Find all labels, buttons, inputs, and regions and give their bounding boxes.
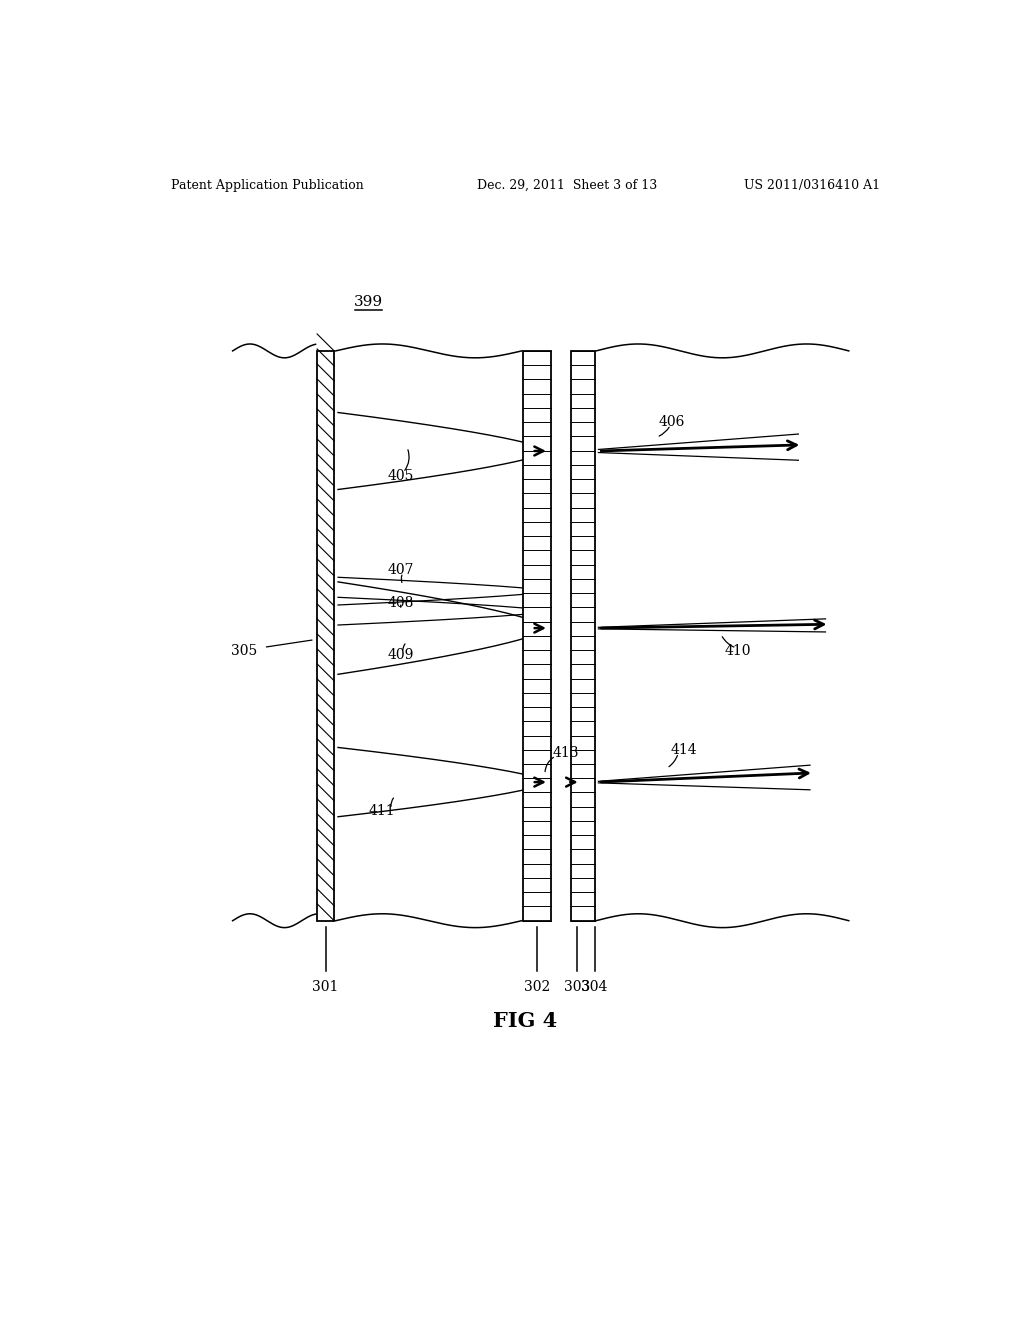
Bar — [523, 351, 551, 921]
Text: 301: 301 — [312, 979, 339, 994]
Bar — [317, 351, 334, 921]
Text: FIG 4: FIG 4 — [493, 1011, 557, 1031]
Text: 406: 406 — [658, 414, 685, 429]
Text: 408: 408 — [388, 597, 414, 610]
Text: 414: 414 — [671, 743, 697, 756]
Text: 304: 304 — [582, 979, 607, 994]
Text: 411: 411 — [369, 804, 395, 818]
Text: 409: 409 — [388, 648, 414, 663]
Bar — [571, 351, 595, 921]
Text: 305: 305 — [231, 644, 257, 659]
Text: Patent Application Publication: Patent Application Publication — [171, 178, 364, 191]
Text: 302: 302 — [524, 979, 550, 994]
Text: 303: 303 — [563, 979, 590, 994]
Text: 407: 407 — [388, 562, 414, 577]
Text: Dec. 29, 2011  Sheet 3 of 13: Dec. 29, 2011 Sheet 3 of 13 — [477, 178, 657, 191]
Text: 413: 413 — [553, 746, 580, 760]
Text: US 2011/0316410 A1: US 2011/0316410 A1 — [743, 178, 880, 191]
Text: 410: 410 — [725, 644, 752, 659]
Text: 405: 405 — [388, 469, 414, 483]
Text: 399: 399 — [353, 294, 383, 309]
